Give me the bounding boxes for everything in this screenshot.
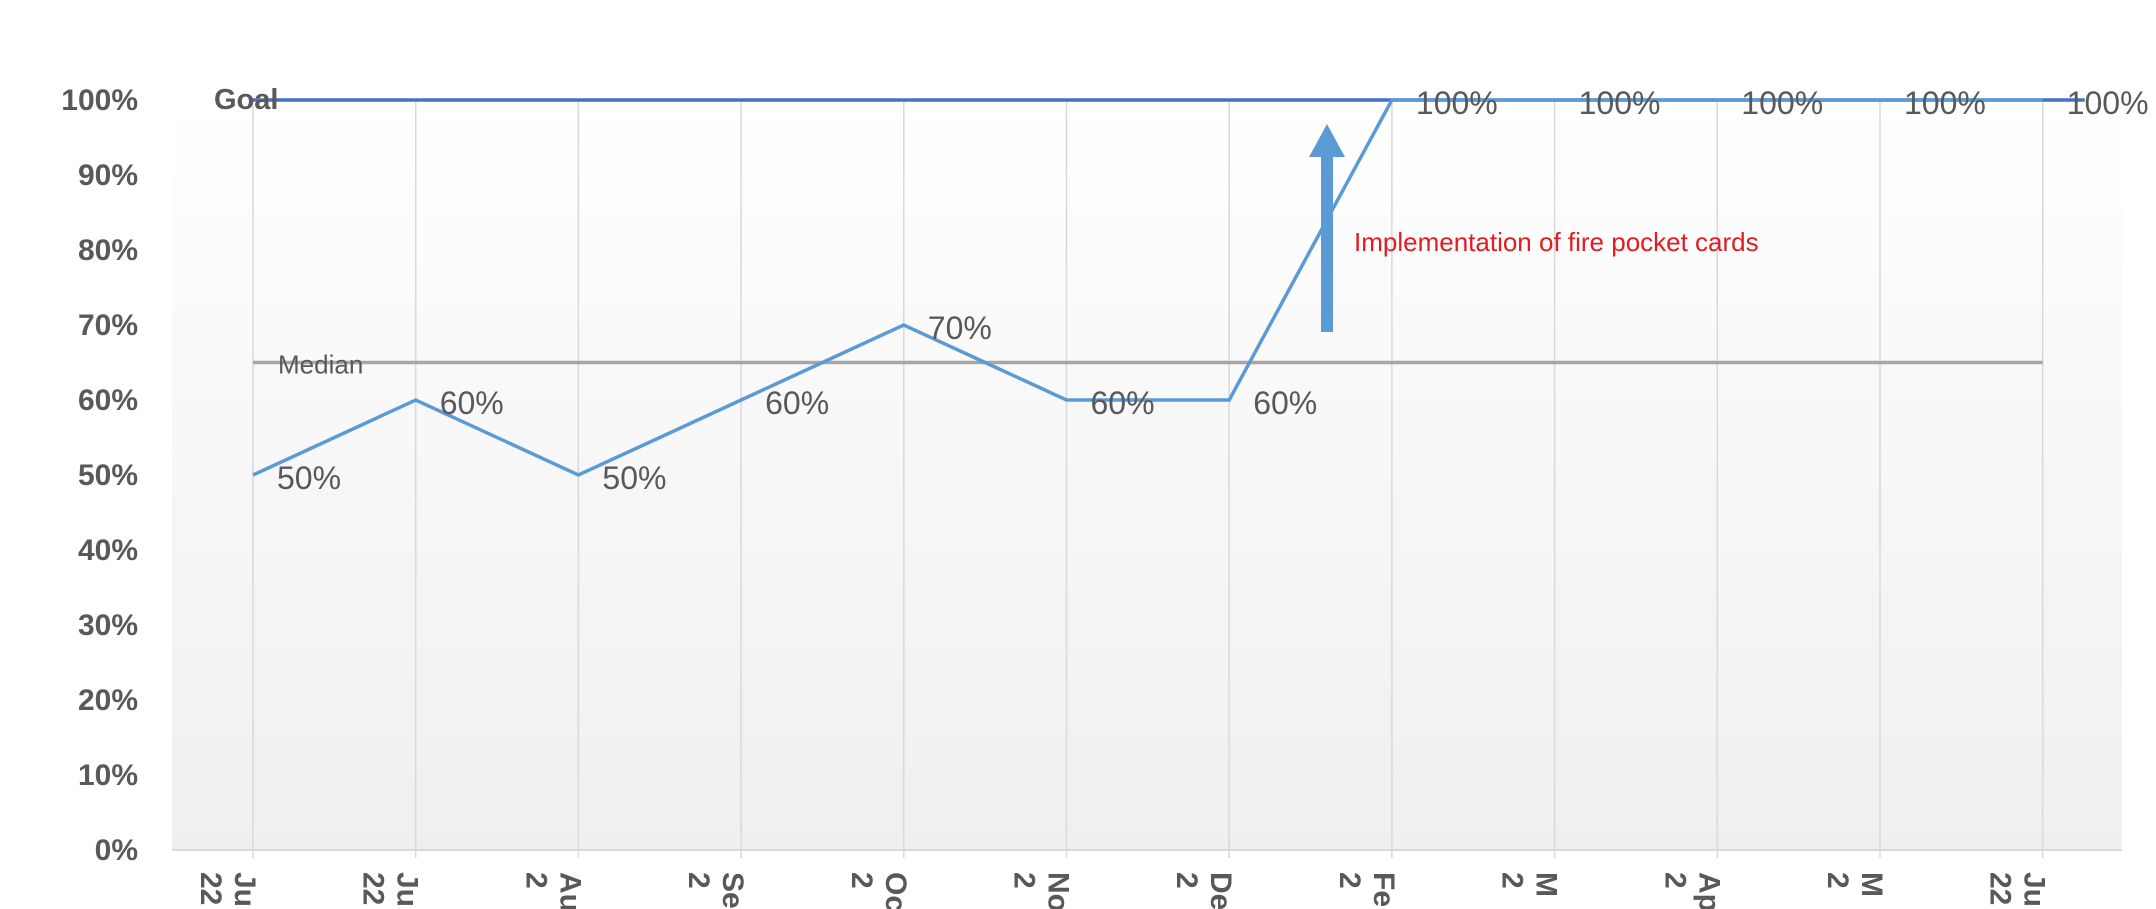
x-tick-label: Jun22 — [1984, 872, 2051, 909]
y-tick-label: 80% — [78, 234, 138, 267]
data-label: 100% — [1579, 85, 1661, 121]
y-tick-label: 40% — [78, 534, 138, 567]
reference-label-median: Median — [278, 350, 363, 380]
data-label: 60% — [765, 385, 829, 421]
x-tick-label: Se2 — [682, 872, 749, 909]
x-tick-label: Fe2 — [1333, 872, 1400, 907]
y-tick-label: 70% — [78, 309, 138, 342]
x-tick-label: Oc2 — [845, 872, 912, 909]
y-tick-label: 90% — [78, 159, 138, 192]
y-tick-label: 60% — [78, 384, 138, 417]
y-tick-label: 10% — [78, 759, 138, 792]
series-line — [252, 98, 2043, 477]
plot-area — [172, 100, 2122, 850]
x-tick-label: Jun22 — [194, 872, 261, 909]
data-label: 100% — [1416, 85, 1498, 121]
y-tick-label: 30% — [78, 609, 138, 642]
data-label: 100% — [1904, 85, 1986, 121]
annotation-arrow — [1309, 124, 1345, 332]
x-tick-label: De2 — [1170, 872, 1237, 909]
x-tick-label: Au2 — [519, 872, 586, 909]
annotation-text: Implementation of fire pocket cards — [1354, 227, 1759, 257]
data-label: 60% — [440, 385, 504, 421]
data-label: 60% — [1091, 385, 1155, 421]
y-tick-label: 50% — [78, 459, 138, 492]
data-label: 100% — [2067, 85, 2149, 121]
x-tick-label: No2 — [1008, 872, 1075, 909]
data-label: 70% — [928, 310, 992, 346]
x-tick-label: M2 — [1496, 872, 1563, 897]
data-label: 100% — [1741, 85, 1823, 121]
x-tick-label: Ap2 — [1658, 872, 1725, 909]
x-tick-label: M2 — [1821, 872, 1888, 897]
x-tick-label: Jul22 — [357, 872, 424, 909]
reference-label-goal: Goal — [214, 84, 278, 116]
data-label: 60% — [1253, 385, 1317, 421]
data-label: 50% — [602, 460, 666, 496]
data-label: 50% — [277, 460, 341, 496]
y-tick-label: 100% — [61, 84, 138, 117]
y-tick-label: 20% — [78, 684, 138, 717]
y-tick-label: 0% — [95, 834, 138, 867]
